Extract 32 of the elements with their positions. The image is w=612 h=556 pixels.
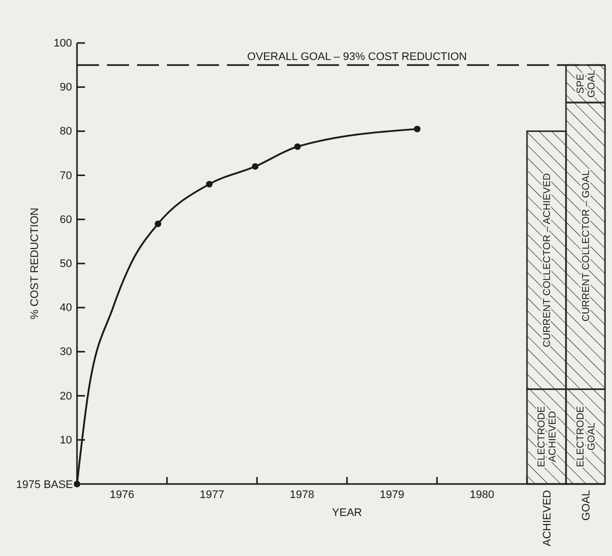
series-label: CURRENT COLLECTOR – ACHIEVED <box>542 173 553 348</box>
x-tick-label: ACHIEVED <box>541 490 554 546</box>
point <box>414 126 420 132</box>
series-label: CURRENT COLLECTOR – GOAL <box>581 170 592 322</box>
x-tick-label: GOAL <box>580 490 592 521</box>
point <box>74 480 80 488</box>
y-axis-title: % COST REDUCTION <box>29 208 41 320</box>
annotation: 1975 BASE <box>16 478 73 491</box>
x-tick-label: 1978 <box>290 489 314 501</box>
x-tick-label: 1976 <box>110 489 134 501</box>
point <box>294 143 301 150</box>
y-tick-label: 60 <box>60 214 72 226</box>
x-tick-label: 1979 <box>380 489 404 501</box>
series-label: SPE GOAL <box>576 69 598 98</box>
y-tick-label: 30 <box>60 346 72 358</box>
series-label: ELECTRODE GOAL <box>576 406 598 468</box>
y-tick-label: 50 <box>60 258 72 270</box>
y-tick-label: 80 <box>60 126 72 138</box>
point <box>154 220 162 228</box>
x-tick-label: 1980 <box>470 489 494 501</box>
point <box>252 163 258 170</box>
y-tick-label: 10 <box>60 434 72 446</box>
ref-line-label: OVERALL GOAL – 93% COST REDUCTION <box>247 51 467 64</box>
y-tick-label: 100 <box>54 38 72 50</box>
series-label: ELECTRODE ACHIEVED <box>536 406 558 468</box>
y-tick-label: 40 <box>60 302 72 314</box>
x-tick-label: 1977 <box>200 489 224 501</box>
point <box>206 180 213 188</box>
y-tick-label: 90 <box>60 82 72 94</box>
y-tick-label: 70 <box>60 170 72 182</box>
x-axis-title: YEAR <box>332 507 362 519</box>
y-tick-label: 20 <box>60 390 72 402</box>
